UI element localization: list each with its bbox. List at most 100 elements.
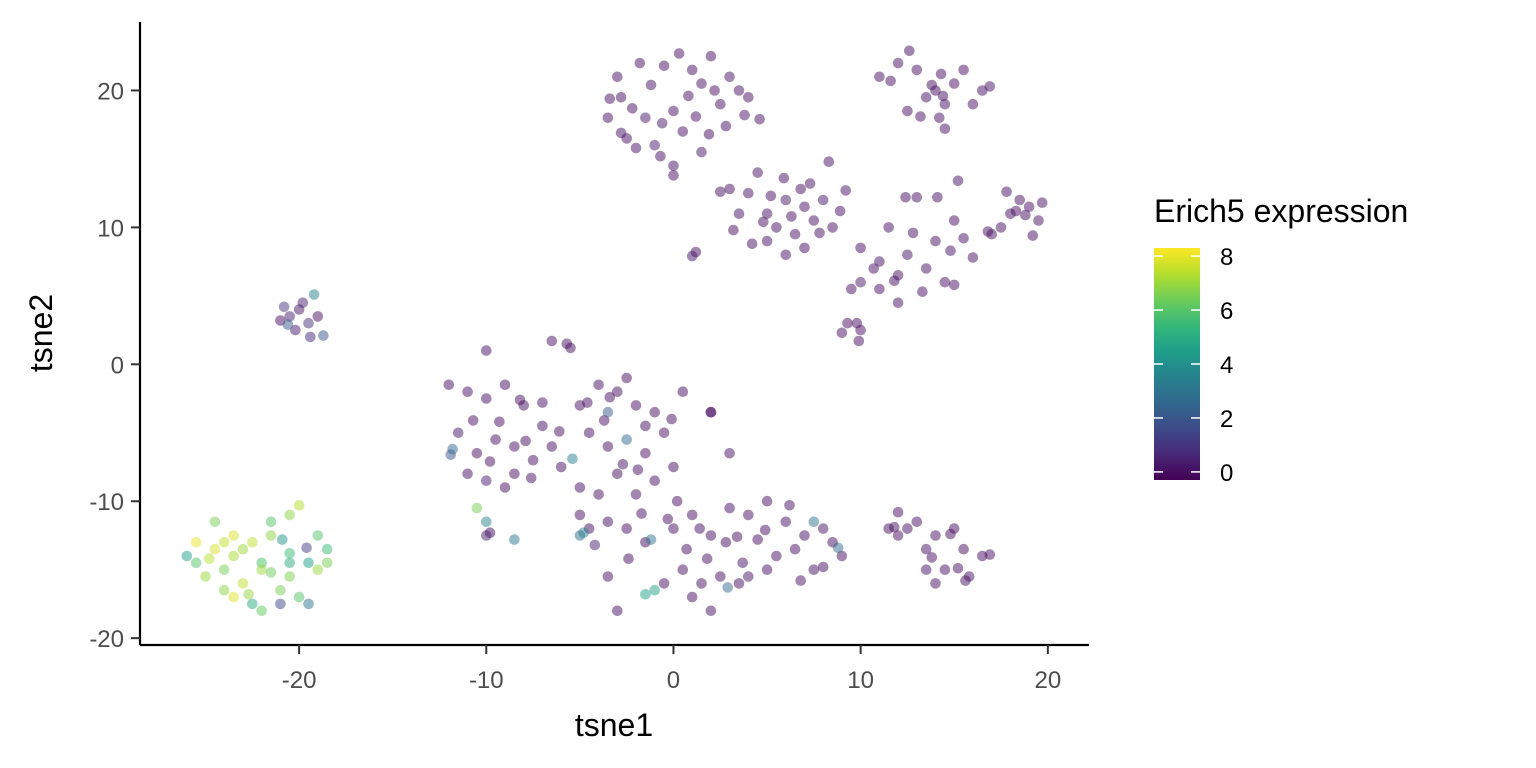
data-point: [795, 183, 806, 195]
data-point: [565, 342, 576, 354]
data-point: [282, 319, 294, 330]
data-point: [604, 93, 616, 104]
data-point: [808, 215, 820, 226]
data-point: [780, 194, 792, 206]
data-point: [471, 502, 483, 514]
data-point: [671, 495, 683, 507]
data-point: [1020, 209, 1031, 221]
data-point: [640, 420, 651, 432]
data-point: [481, 393, 492, 404]
data-point: [855, 276, 866, 288]
data-point: [204, 553, 215, 564]
data-point: [656, 118, 668, 129]
data-point: [312, 530, 324, 541]
data-point: [720, 120, 732, 132]
data-point: [640, 112, 651, 124]
data-point: [920, 263, 932, 274]
data-point: [836, 327, 848, 339]
data-point: [804, 178, 816, 189]
data-point: [902, 523, 913, 534]
data-point: [509, 441, 520, 452]
data-point: [1023, 201, 1035, 213]
data-point: [537, 420, 548, 432]
data-point: [218, 584, 230, 596]
data-point: [853, 335, 865, 347]
data-point: [926, 552, 938, 563]
data-point: [911, 192, 923, 203]
data-point: [836, 550, 848, 562]
data-point: [846, 283, 857, 295]
data-point: [228, 591, 239, 603]
data-point: [939, 276, 951, 288]
data-point: [612, 386, 623, 398]
data-point: [737, 557, 748, 569]
legend-title: Erich5 expression: [1154, 193, 1408, 229]
data-point: [842, 317, 853, 329]
data-point: [623, 553, 634, 564]
data-point: [284, 548, 296, 559]
data-point: [321, 543, 333, 555]
data-point: [602, 571, 614, 582]
data-point: [537, 397, 548, 408]
data-point: [995, 222, 1007, 233]
data-point: [814, 227, 825, 239]
data-point: [555, 461, 567, 473]
data-point: [471, 448, 483, 459]
data-point: [920, 543, 932, 555]
data-point: [494, 416, 505, 428]
data-point: [649, 475, 660, 487]
data-point: [574, 509, 586, 521]
data-point: [746, 238, 758, 250]
data-point: [247, 537, 258, 548]
data-point: [705, 50, 717, 62]
data-point: [277, 534, 288, 545]
data-point: [683, 90, 694, 102]
data-point: [499, 482, 511, 493]
data-point: [754, 113, 765, 125]
data-point: [527, 454, 539, 466]
data-point: [181, 550, 193, 562]
data-point: [265, 516, 277, 528]
data-point: [967, 252, 979, 263]
data-point: [312, 311, 324, 322]
data-point: [690, 111, 702, 122]
data-point: [284, 509, 296, 521]
data-point: [945, 528, 956, 540]
data-point: [1014, 194, 1025, 206]
data-point: [855, 242, 866, 254]
data-point: [705, 406, 717, 418]
data-point: [945, 245, 956, 256]
data-point: [834, 205, 846, 217]
data-point: [696, 578, 707, 589]
data-point: [720, 537, 732, 548]
data-point: [615, 127, 627, 139]
data-point: [724, 448, 735, 459]
data-point: [612, 468, 623, 480]
data-point: [832, 542, 844, 554]
data-point: [615, 92, 627, 103]
legend-tick-label: 8: [1220, 244, 1233, 271]
data-point: [301, 542, 312, 554]
data-point: [190, 557, 202, 569]
data-point: [604, 391, 616, 403]
data-point: [228, 550, 239, 562]
data-point: [578, 527, 589, 538]
data-point: [658, 427, 670, 439]
data-point: [948, 279, 960, 291]
data-point: [655, 150, 666, 162]
data-point: [668, 461, 679, 473]
data-point: [705, 605, 717, 617]
x-tick-label: 0: [667, 667, 680, 694]
data-point: [284, 571, 296, 582]
data-point: [284, 311, 296, 322]
data-point: [731, 531, 743, 543]
data-point: [686, 591, 698, 603]
data-point: [874, 71, 885, 83]
data-point: [795, 575, 806, 586]
data-point: [484, 456, 496, 467]
data-point: [696, 146, 707, 158]
data-point: [209, 543, 221, 555]
data-point: [275, 598, 286, 610]
data-point: [228, 530, 239, 541]
data-point: [743, 92, 754, 103]
